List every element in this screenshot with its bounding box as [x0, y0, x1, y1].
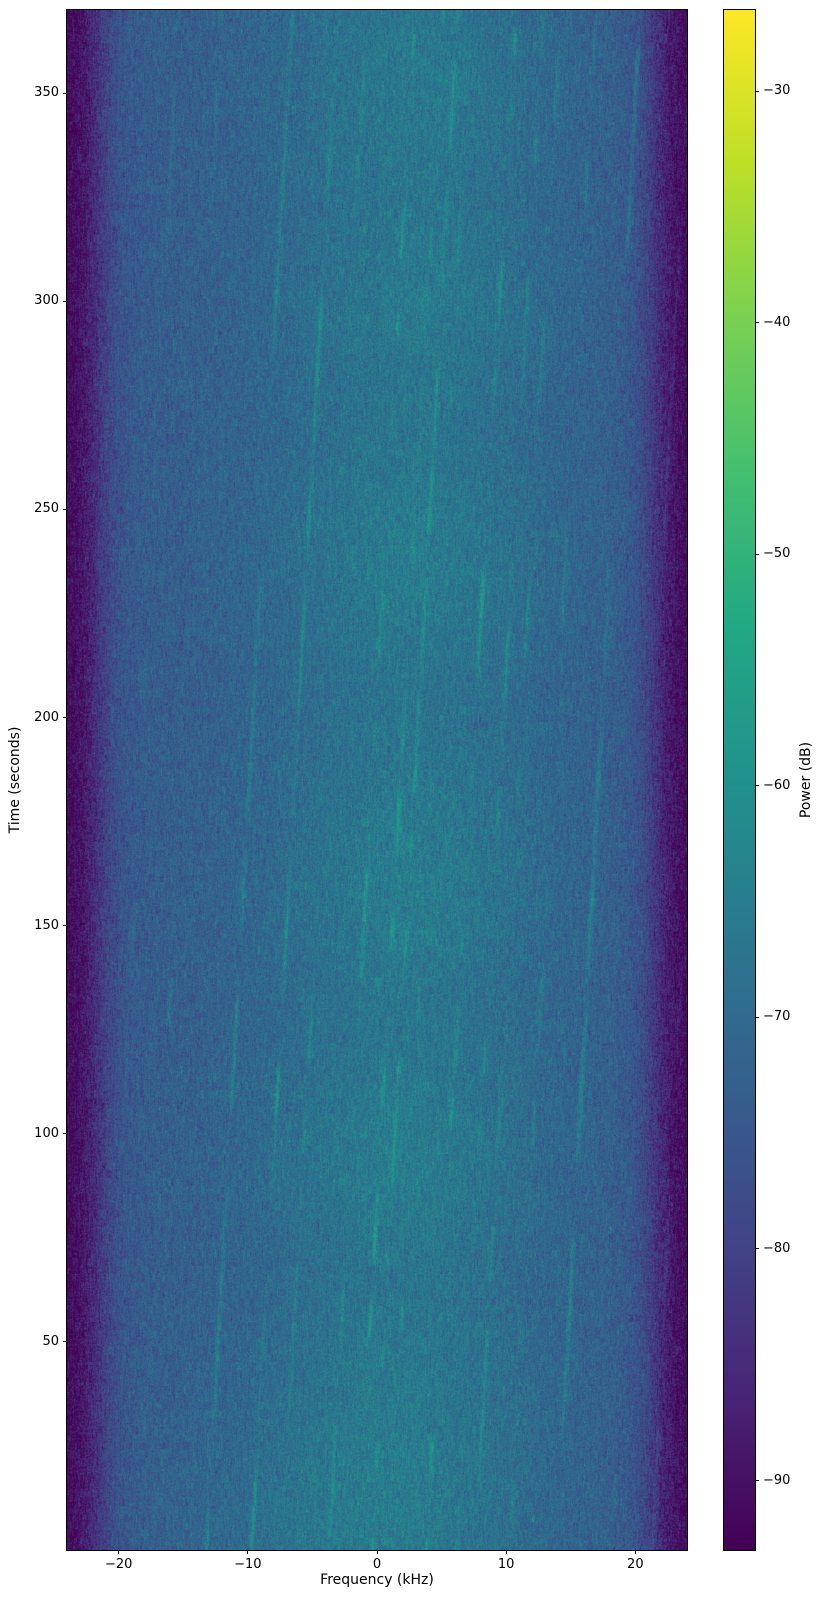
colorbar-tick-mark: [755, 785, 759, 787]
spectrogram-canvas: [67, 10, 687, 1550]
colorbar-tick-mark: [755, 1016, 759, 1018]
colorbar-tick-label: −70: [763, 1009, 791, 1025]
x-tick-label: 10: [497, 1557, 515, 1572]
colorbar-tick-label: −30: [763, 83, 791, 99]
x-tick-mark: [505, 1550, 507, 1554]
y-tick-label: 250: [34, 501, 59, 517]
y-tick-label: 50: [42, 1333, 59, 1349]
x-tick-mark: [118, 1550, 120, 1554]
y-tick-mark: [63, 925, 67, 927]
x-tick-mark: [376, 1550, 378, 1554]
colorbar-tick-label: −60: [763, 777, 791, 793]
y-tick-label: 350: [34, 85, 59, 101]
colorbar-tick-mark: [755, 1480, 759, 1482]
y-tick-label: 300: [34, 293, 59, 309]
x-tick-label: −10: [234, 1557, 262, 1572]
y-tick-label: 200: [34, 709, 59, 725]
x-tick-label: 0: [372, 1557, 382, 1572]
y-tick-mark: [63, 300, 67, 302]
colorbar-tick-label: −90: [763, 1472, 791, 1488]
colorbar-tick-mark: [755, 322, 759, 324]
y-tick-mark: [63, 717, 67, 719]
y-tick-mark: [63, 92, 67, 94]
colorbar: [723, 9, 756, 1551]
y-tick-label: 150: [34, 917, 59, 933]
colorbar-tick-label: −80: [763, 1240, 791, 1256]
x-tick-label: −20: [104, 1557, 133, 1572]
y-tick-mark: [63, 508, 67, 510]
colorbar-gradient: [724, 10, 755, 1550]
colorbar-label: Power (dB): [798, 741, 814, 819]
x-tick-mark: [247, 1550, 249, 1554]
colorbar-tick-label: −50: [763, 546, 791, 562]
colorbar-tick-mark: [755, 553, 759, 555]
x-tick-mark: [634, 1550, 636, 1554]
colorbar-tick-mark: [755, 1248, 759, 1250]
y-tick-mark: [63, 1341, 67, 1343]
plot-area: [66, 9, 688, 1551]
y-tick-mark: [63, 1133, 67, 1135]
colorbar-tick-label: −40: [763, 314, 791, 330]
x-tick-label: 20: [627, 1557, 644, 1572]
y-tick-label: 100: [34, 1125, 59, 1141]
y-axis-label: Time (seconds): [7, 726, 23, 834]
colorbar-tick-mark: [755, 90, 759, 92]
x-axis-label: Frequency (kHz): [320, 1572, 434, 1588]
